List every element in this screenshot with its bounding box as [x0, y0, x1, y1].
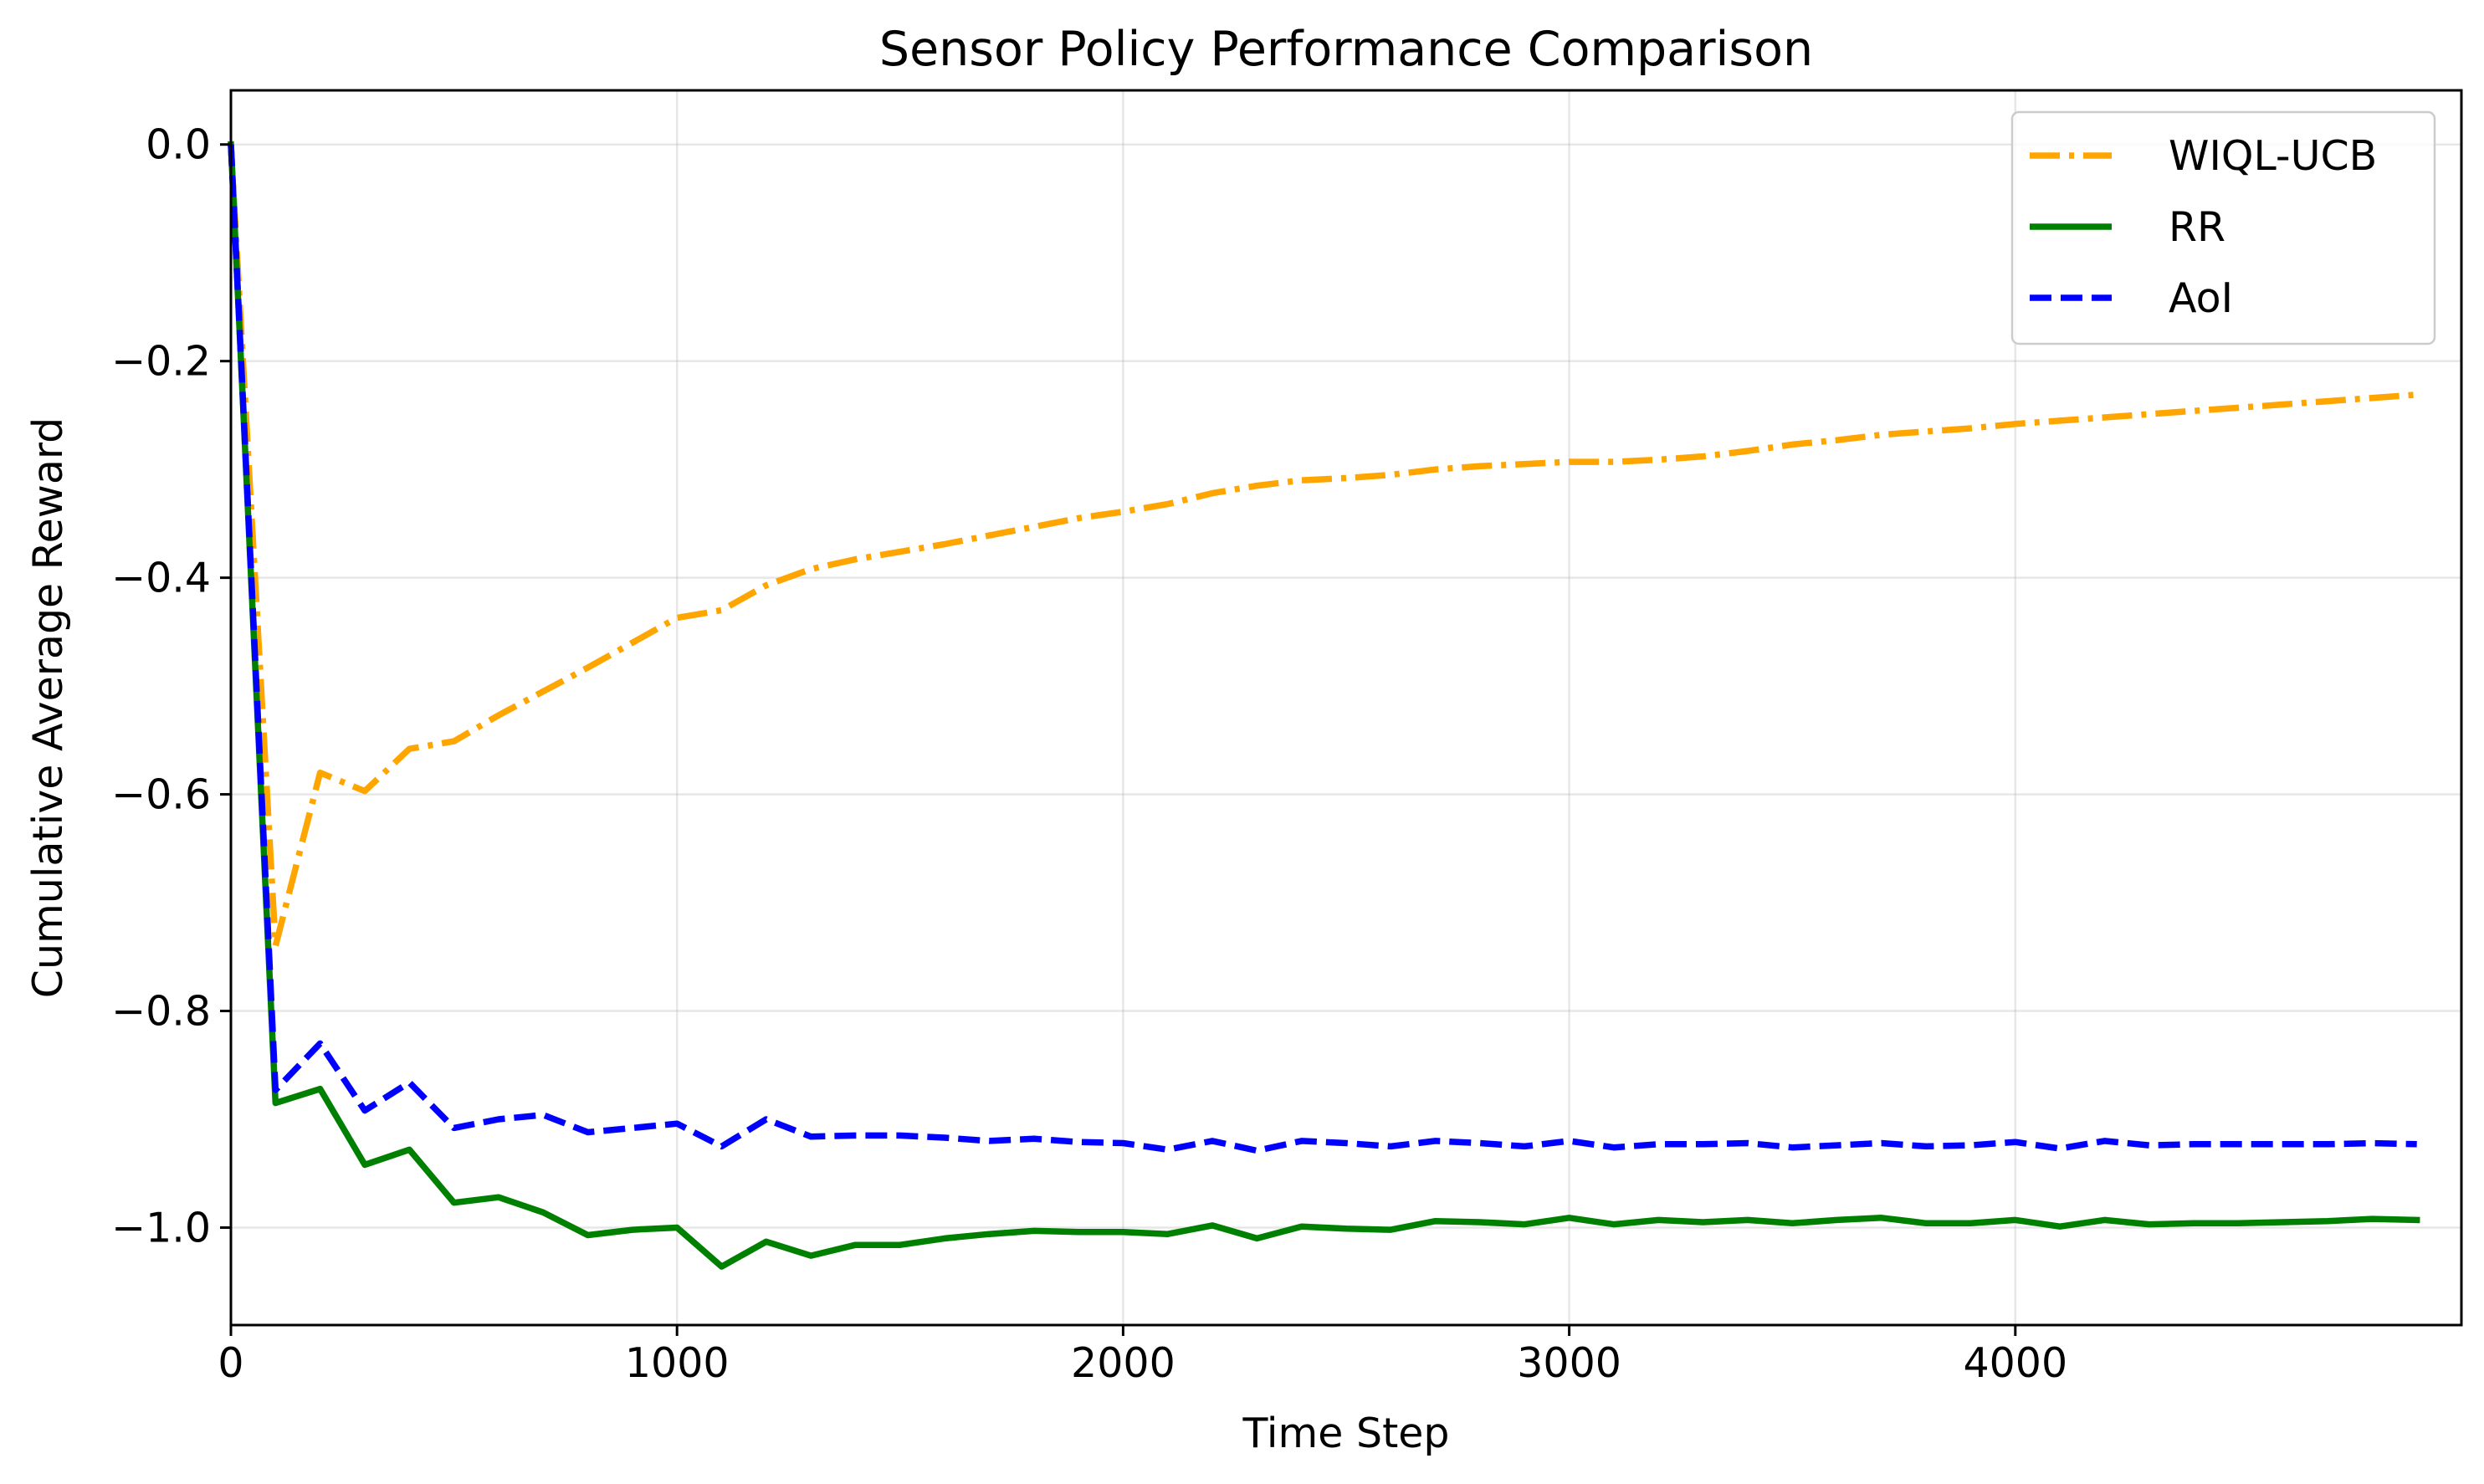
grid-lines	[229, 90, 2461, 1325]
y-tick-label: −0.8	[111, 988, 211, 1036]
x-axis-label: Time Step	[1242, 1410, 1449, 1457]
x-tick-label: 3000	[1517, 1339, 1621, 1387]
x-tick-label: 2000	[1071, 1339, 1175, 1387]
legend-label: AoI	[2169, 274, 2233, 322]
series-line-aoi	[228, 144, 2417, 1154]
x-tick-label: 1000	[625, 1339, 730, 1387]
y-tick-label: −0.6	[111, 771, 211, 819]
y-tick-label: −0.2	[111, 338, 211, 386]
x-tick-label: 0	[218, 1339, 243, 1387]
x-ticks: 0 1000 2000 3000 4000	[218, 1325, 2067, 1387]
legend: WIQL-UCB RR AoI	[2010, 110, 2436, 345]
series-line-rr	[228, 141, 2420, 1270]
series-line-wiql-ucb	[228, 144, 2417, 949]
y-axis-label: Cumulative Average Reward	[24, 417, 72, 999]
legend-label: WIQL-UCB	[2169, 132, 2377, 180]
x-tick-label: 4000	[1963, 1339, 2067, 1387]
legend-box	[2010, 110, 2436, 345]
y-tick-label: 0.0	[146, 121, 211, 169]
y-tick-label: −0.4	[111, 555, 211, 602]
series-lines	[228, 141, 2420, 1270]
y-ticks: 0.0 −0.2 −0.4 −0.6 −0.8 −1.0	[111, 121, 231, 1251]
y-tick-label: −1.0	[111, 1204, 211, 1251]
legend-label: RR	[2169, 203, 2225, 251]
chart-title: Sensor Policy Performance Comparison	[879, 22, 1813, 77]
plot-frame	[229, 89, 2463, 1327]
